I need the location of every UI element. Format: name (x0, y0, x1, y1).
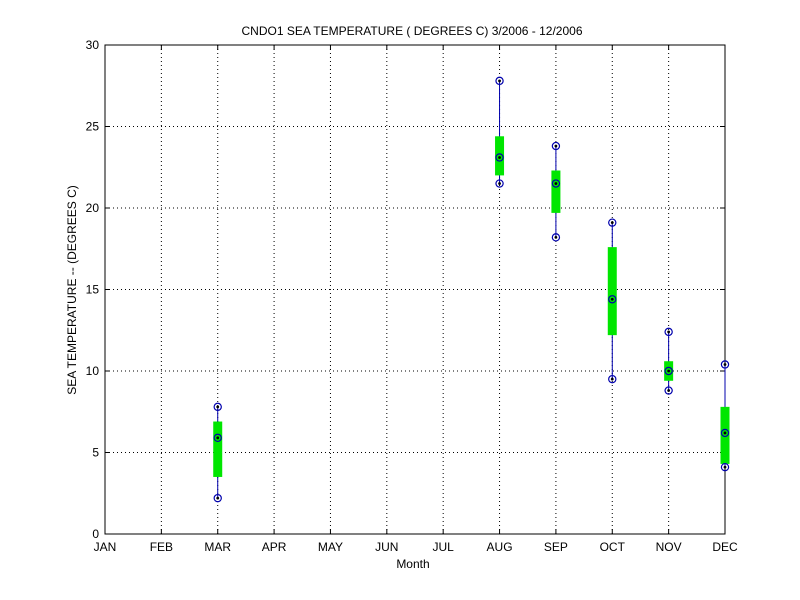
min-marker (608, 374, 617, 384)
x-tick-label: SEP (544, 540, 568, 554)
median-marker (664, 366, 673, 376)
iqr-box (551, 170, 561, 213)
y-tick-label: 5 (92, 446, 99, 460)
box-nov (664, 327, 674, 395)
min-marker-dot (610, 377, 614, 381)
median-marker-dot (667, 369, 671, 373)
x-tick-label: DEC (712, 540, 738, 554)
x-axis-label: Month (396, 557, 429, 571)
max-marker (664, 327, 673, 337)
min-marker (213, 493, 222, 503)
iqr-box (213, 421, 223, 477)
y-tick-label: 15 (86, 283, 100, 297)
median-marker (213, 433, 222, 443)
x-tick-label: MAR (204, 540, 231, 554)
y-tick-label: 30 (86, 38, 100, 52)
y-tick-label: 20 (86, 201, 100, 215)
median-marker (495, 153, 504, 162)
box-oct (607, 218, 617, 384)
median-marker-dot (498, 156, 501, 159)
box-sep (551, 141, 561, 242)
chart-title: CNDO1 SEA TEMPERATURE ( DEGREES C) 3/200… (241, 24, 582, 38)
max-marker (551, 141, 561, 151)
iqr-box (495, 136, 505, 176)
y-tick-label: 25 (86, 120, 100, 134)
x-tick-label: JAN (94, 540, 117, 554)
iqr-box (720, 406, 730, 464)
max-marker-dot (216, 405, 220, 409)
max-marker-dot (723, 363, 727, 366)
max-marker-dot (667, 330, 671, 334)
max-marker (495, 76, 504, 86)
min-marker-dot (723, 465, 727, 469)
x-tick-label: NOV (656, 540, 682, 554)
median-marker (720, 428, 730, 438)
x-tick-label: AUG (487, 540, 513, 554)
x-tick-label: JUL (433, 540, 455, 554)
median-marker-dot (610, 297, 614, 301)
x-axis-ticks: JAN FEB MAR APR MAY JUN JUL AUG SEP OCT NOV DEC (94, 45, 738, 554)
y-tick-label: 10 (86, 364, 100, 378)
box-series (213, 76, 730, 503)
min-marker-dot (667, 389, 671, 392)
x-tick-label: APR (262, 540, 287, 554)
y-axis-ticks: 0 5 10 15 20 25 30 (86, 38, 725, 541)
x-tick-label: FEB (150, 540, 173, 554)
median-marker (551, 179, 561, 188)
max-marker (608, 218, 617, 227)
max-marker-dot (554, 144, 558, 148)
box-dec (720, 360, 730, 472)
median-marker (608, 295, 617, 304)
y-axis-label: SEA TEMPERATURE -- (DEGREES C) (65, 185, 79, 395)
min-marker-dot (498, 182, 501, 185)
min-marker (720, 462, 730, 472)
min-marker (495, 179, 504, 188)
grid-lines (105, 45, 725, 534)
box-mar (213, 402, 223, 503)
y-tick-label: 0 (92, 527, 99, 541)
x-tick-label: JUN (375, 540, 398, 554)
x-tick-label: MAY (318, 540, 343, 554)
max-marker (213, 402, 222, 412)
max-marker (720, 360, 730, 369)
min-marker-dot (216, 496, 220, 500)
x-tick-label: OCT (600, 540, 626, 554)
max-marker-dot (498, 79, 501, 83)
min-marker (664, 386, 673, 395)
min-marker-dot (554, 235, 558, 239)
box-aug (495, 76, 505, 188)
iqr-box (607, 247, 617, 336)
median-marker-dot (723, 431, 727, 435)
median-marker-dot (554, 182, 558, 185)
min-marker (551, 233, 561, 242)
max-marker-dot (610, 221, 614, 225)
median-marker-dot (216, 436, 220, 440)
